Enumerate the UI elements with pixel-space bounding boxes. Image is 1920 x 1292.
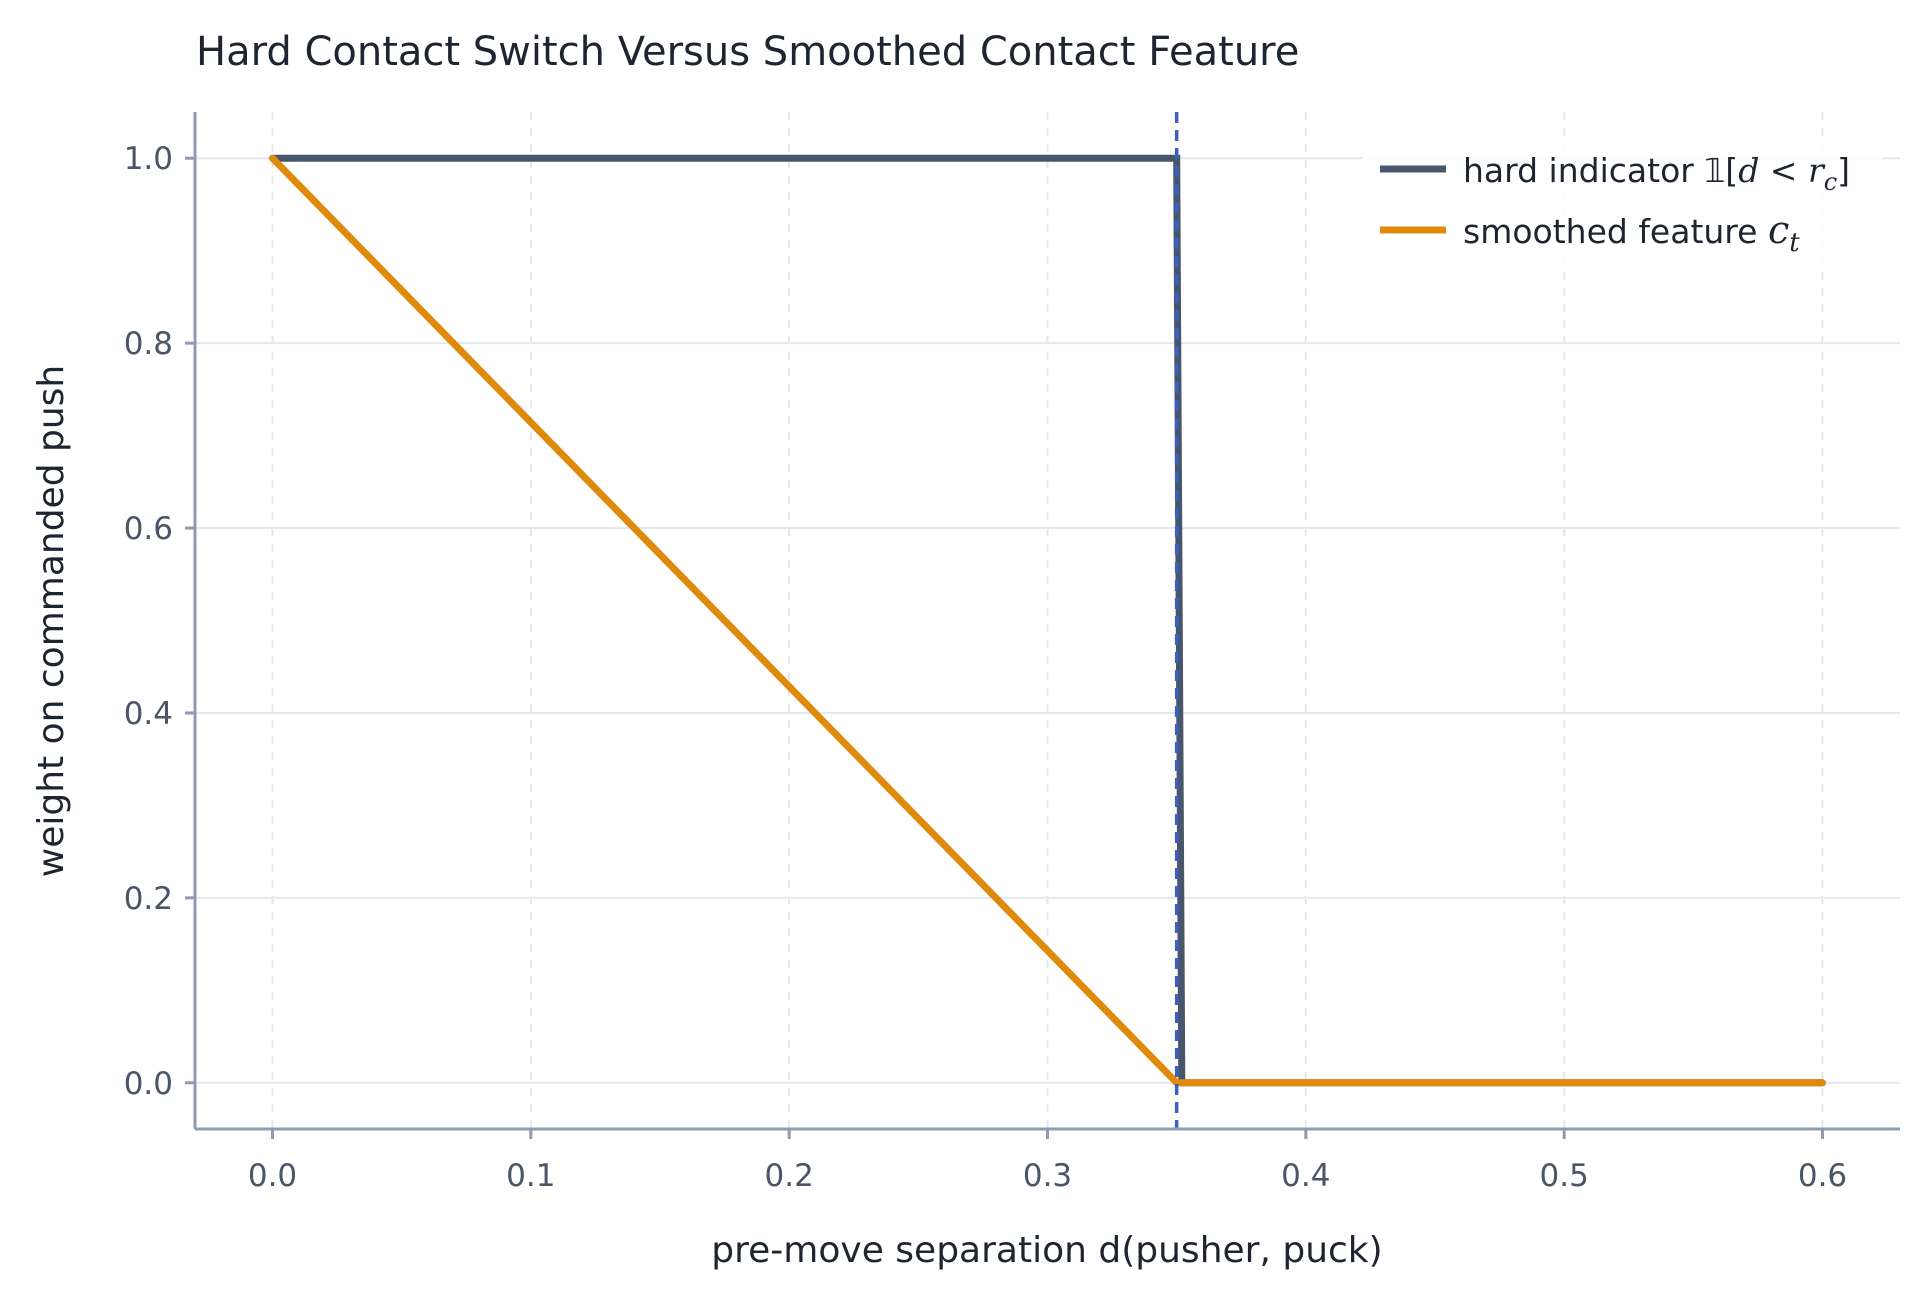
y-tick-label: 0.4 [124, 696, 173, 732]
legend-label-hard-indicator: hard indicator 𝟙[d < rc] [1463, 151, 1850, 196]
legend-background [1362, 140, 1882, 268]
y-tick-label: 1.0 [124, 141, 173, 177]
y-axis-label: weight on commanded push [31, 365, 72, 877]
y-tick-label: 0.6 [124, 511, 173, 547]
x-ticks: 0.0 0.1 0.2 0.3 0.4 0.5 0.6 [248, 1129, 1847, 1194]
x-tick-label: 0.2 [765, 1158, 814, 1194]
y-tick-label: 0.8 [124, 326, 173, 362]
x-tick-label: 0.6 [1798, 1158, 1847, 1194]
series-line-smoothed-feature [269, 154, 1826, 1087]
x-tick-label: 0.5 [1540, 1158, 1589, 1194]
x-tick-label: 0.3 [1023, 1158, 1072, 1194]
x-tick-label: 0.0 [248, 1158, 297, 1194]
y-ticks: 0.0 0.2 0.4 0.6 0.8 1.0 [124, 141, 195, 1102]
series-group [269, 154, 1826, 1087]
legend-label-smoothed-feature: smoothed feature ct [1463, 208, 1800, 258]
x-tick-label: 0.1 [506, 1158, 555, 1194]
x-tick-label: 0.4 [1281, 1158, 1330, 1194]
x-axis-label: pre-move separation d(pusher, puck) [711, 1230, 1382, 1271]
y-tick-label: 0.0 [124, 1066, 173, 1102]
legend: hard indicator 𝟙[d < rc] smoothed featur… [1362, 140, 1882, 268]
chart-title: Hard Contact Switch Versus Smoothed Cont… [196, 29, 1299, 75]
y-tick-label: 0.2 [124, 881, 173, 917]
